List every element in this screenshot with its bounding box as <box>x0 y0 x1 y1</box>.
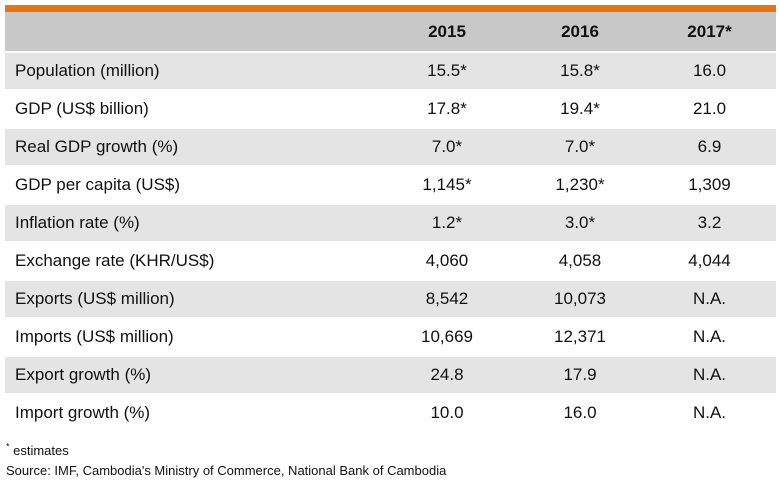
table-row: Real GDP growth (%) 7.0* 7.0* 6.9 <box>5 127 776 165</box>
table-cell: N.A. <box>643 355 776 393</box>
table-cell: 1.2* <box>377 203 517 241</box>
table-cell: 4,060 <box>377 241 517 279</box>
table-cell: 17.9 <box>517 355 643 393</box>
table-cell: 16.0 <box>643 51 776 89</box>
row-label: GDP (US$ billion) <box>5 89 377 127</box>
table-cell: 17.8* <box>377 89 517 127</box>
table-cell: 10,073 <box>517 279 643 317</box>
footnote-text: estimates <box>9 443 69 458</box>
header-cell-label <box>5 12 377 51</box>
notes: * estimates Source: IMF, Cambodia's Mini… <box>6 441 446 481</box>
table-cell: 7.0* <box>517 127 643 165</box>
table-body: Population (million) 15.5* 15.8* 16.0 GDP (U… <box>5 51 776 431</box>
table-cell: 15.8* <box>517 51 643 89</box>
row-label: Inflation rate (%) <box>5 203 377 241</box>
row-label: Import growth (%) <box>5 393 377 431</box>
row-label: Real GDP growth (%) <box>5 127 377 165</box>
header-row: 2015 2016 2017* <box>5 12 776 51</box>
row-label: Imports (US$ million) <box>5 317 377 355</box>
footnote: * estimates <box>6 441 446 461</box>
row-label: Exchange rate (KHR/US$) <box>5 241 377 279</box>
header-cell-2017: 2017* <box>643 12 776 51</box>
table-cell: N.A. <box>643 279 776 317</box>
footnote-mark: * <box>6 441 10 452</box>
row-label: GDP per capita (US$) <box>5 165 377 203</box>
table-row: Population (million) 15.5* 15.8* 16.0 <box>5 51 776 89</box>
table-cell: 3.0* <box>517 203 643 241</box>
table-row: GDP per capita (US$) 1,145* 1,230* 1,309 <box>5 165 776 203</box>
header-cell-2015: 2015 <box>377 12 517 51</box>
table-cell: 10,669 <box>377 317 517 355</box>
table-cell: 21.0 <box>643 89 776 127</box>
table-row: Imports (US$ million) 10,669 12,371 N.A. <box>5 317 776 355</box>
row-label: Export growth (%) <box>5 355 377 393</box>
accent-bar <box>5 5 776 12</box>
row-label: Population (million) <box>5 51 377 89</box>
table-cell: 4,044 <box>643 241 776 279</box>
table-cell: 16.0 <box>517 393 643 431</box>
table-cell: 10.0 <box>377 393 517 431</box>
table-row: Import growth (%) 10.0 16.0 N.A. <box>5 393 776 431</box>
header-cell-2016: 2016 <box>517 12 643 51</box>
table-cell: 8,542 <box>377 279 517 317</box>
table-cell: 4,058 <box>517 241 643 279</box>
table-cell: 12,371 <box>517 317 643 355</box>
table-cell: 6.9 <box>643 127 776 165</box>
table-cell: 3.2 <box>643 203 776 241</box>
table-cell: 24.8 <box>377 355 517 393</box>
row-label: Exports (US$ million) <box>5 279 377 317</box>
table-row: Exchange rate (KHR/US$) 4,060 4,058 4,044 <box>5 241 776 279</box>
table-cell: 15.5* <box>377 51 517 89</box>
table-row: GDP (US$ billion) 17.8* 19.4* 21.0 <box>5 89 776 127</box>
table-cell: N.A. <box>643 317 776 355</box>
data-table: 2015 2016 2017* Population (million) 15.5… <box>5 12 776 431</box>
table-cell: 19.4* <box>517 89 643 127</box>
table-cell: 1,230* <box>517 165 643 203</box>
table-cell: 1,145* <box>377 165 517 203</box>
table-cell: N.A. <box>643 393 776 431</box>
table-cell: 7.0* <box>377 127 517 165</box>
table-row: Exports (US$ million) 8,542 10,073 N.A. <box>5 279 776 317</box>
source-note: Source: IMF, Cambodia's Ministry of Comm… <box>6 463 447 478</box>
table-cell: 1,309 <box>643 165 776 203</box>
table-row: Export growth (%) 24.8 17.9 N.A. <box>5 355 776 393</box>
table-row: Inflation rate (%) 1.2* 3.0* 3.2 <box>5 203 776 241</box>
